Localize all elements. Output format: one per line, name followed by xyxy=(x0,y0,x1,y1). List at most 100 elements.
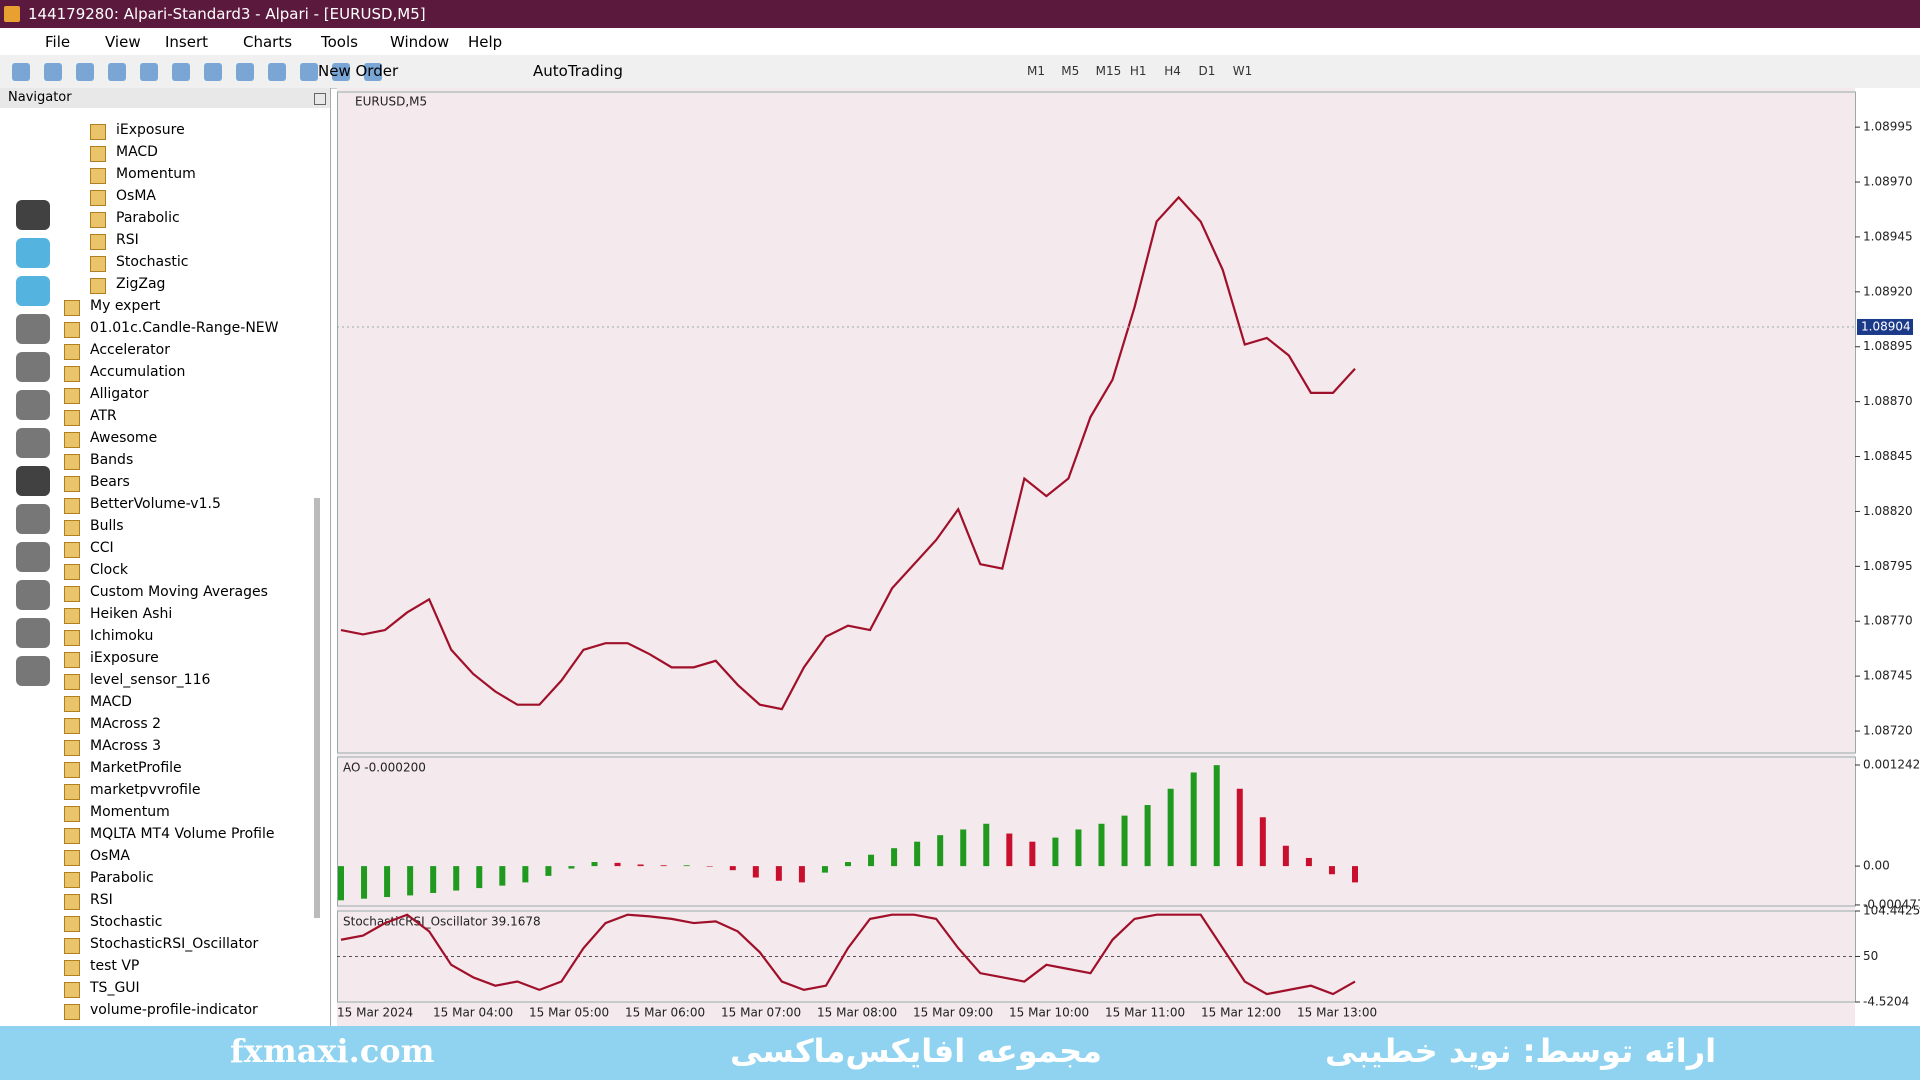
new-order-button[interactable]: New Order xyxy=(318,62,399,80)
x-tick-label: 15 Mar 10:00 xyxy=(1009,1006,1089,1020)
timeframe-button[interactable]: H4 xyxy=(1164,64,1181,78)
tool-icon[interactable] xyxy=(16,200,50,230)
ao-bar xyxy=(338,866,344,901)
navigator-item[interactable]: Bands xyxy=(90,452,134,468)
navigator-item[interactable]: StochasticRSI_Oscillator xyxy=(90,936,259,952)
navigator-item[interactable]: iExposure xyxy=(90,650,159,666)
toolbar-icon[interactable] xyxy=(332,63,350,81)
navigator-item[interactable]: My expert xyxy=(90,298,161,314)
navigator-item[interactable]: Clock xyxy=(90,562,129,578)
tool-icon[interactable] xyxy=(16,504,50,534)
indicator-icon xyxy=(64,454,80,470)
tool-icon[interactable] xyxy=(16,238,50,268)
navigator-item[interactable]: OsMA xyxy=(90,848,130,864)
navigator-item[interactable]: MACD xyxy=(116,144,158,160)
menu-item[interactable]: Window xyxy=(390,33,450,51)
indicator-icon xyxy=(90,168,106,184)
toolbar-icon[interactable] xyxy=(204,63,222,81)
navigator-item[interactable]: Ichimoku xyxy=(90,628,154,644)
navigator-item[interactable]: Parabolic xyxy=(116,210,180,226)
tool-icon[interactable] xyxy=(16,542,50,572)
navigator-item[interactable]: Stochastic xyxy=(116,254,189,270)
y-tick-label: 1.08845 xyxy=(1863,449,1913,463)
navigator-item[interactable]: Accelerator xyxy=(90,342,170,358)
ao-bar xyxy=(914,841,921,867)
y-tick-label: 1.08770 xyxy=(1863,614,1913,628)
toolbar-icon[interactable] xyxy=(76,63,94,81)
toolbar-icon[interactable] xyxy=(268,63,286,81)
navigator-item[interactable]: test VP xyxy=(90,958,140,974)
indicator-icon xyxy=(64,1004,80,1020)
navigator-item[interactable]: Momentum xyxy=(116,166,196,182)
navigator-item[interactable]: ATR xyxy=(90,408,117,424)
navigator-item[interactable]: iExposure xyxy=(116,122,185,138)
menu-item[interactable]: Charts xyxy=(243,33,293,51)
ao-bar xyxy=(1305,857,1312,867)
toolbar-icon[interactable] xyxy=(44,63,62,81)
navigator-item[interactable]: Stochastic xyxy=(90,914,163,930)
menu-item[interactable]: Insert xyxy=(165,33,209,51)
toolbar-icon[interactable] xyxy=(364,63,382,81)
timeframe-button[interactable]: M5 xyxy=(1061,64,1080,78)
navigator-item[interactable]: Awesome xyxy=(90,430,158,446)
timeframe-button[interactable]: M1 xyxy=(1027,64,1045,78)
navigator-item[interactable]: volume-profile-indicator xyxy=(90,1002,258,1018)
tool-icon[interactable] xyxy=(16,466,50,496)
navigator-item[interactable]: CCI xyxy=(90,540,114,556)
menu-item[interactable]: View xyxy=(105,33,141,51)
navigator-item[interactable]: Custom Moving Averages xyxy=(90,584,268,600)
menu-item[interactable]: File xyxy=(45,33,71,51)
navigator-item[interactable]: Heiken Ashi xyxy=(90,606,173,622)
navigator-item[interactable]: MarketProfile xyxy=(90,760,182,776)
navigator-item[interactable]: Bears xyxy=(90,474,130,490)
navigator-item[interactable]: 01.01c.Candle-Range-NEW xyxy=(90,320,279,336)
navigator-item[interactable]: Momentum xyxy=(90,804,170,820)
navigator-item[interactable]: ZigZag xyxy=(116,276,166,292)
navigator-item[interactable]: TS_GUI xyxy=(90,980,140,996)
toolbar-icon[interactable] xyxy=(12,63,30,81)
toolbar-icon[interactable] xyxy=(300,63,318,81)
navigator-item[interactable]: BetterVolume-v1.5 xyxy=(90,496,221,512)
navigator-item[interactable]: MQLTA MT4 Volume Profile xyxy=(90,826,275,842)
navigator-item[interactable]: level_sensor_116 xyxy=(90,672,211,688)
indicator-icon xyxy=(64,564,80,580)
tool-icon[interactable] xyxy=(16,276,50,306)
navigator-item[interactable]: Accumulation xyxy=(90,364,186,380)
tool-icon[interactable] xyxy=(16,352,50,382)
navigator-item[interactable]: Bulls xyxy=(90,518,124,534)
navigator-item[interactable]: Alligator xyxy=(90,386,149,402)
timeframe-button[interactable]: D1 xyxy=(1198,64,1216,78)
tool-icon[interactable] xyxy=(16,618,50,648)
toolbar-icon[interactable] xyxy=(236,63,254,81)
y-tick-label: 1.08995 xyxy=(1863,120,1913,134)
tool-icon[interactable] xyxy=(16,314,50,344)
toolbar-icon[interactable] xyxy=(108,63,126,81)
indicator-icon xyxy=(64,938,80,954)
close-button[interactable] xyxy=(314,93,326,105)
navigator-item[interactable]: RSI xyxy=(90,892,113,908)
navigator-item[interactable]: MACD xyxy=(90,694,132,710)
auto-trading-button[interactable]: AutoTrading xyxy=(533,62,623,80)
toolbar-icon[interactable] xyxy=(172,63,190,81)
ao-bar xyxy=(568,866,575,869)
menu-item[interactable]: Help xyxy=(468,33,503,51)
y-tick-label: 0.001242 xyxy=(1863,757,1920,771)
indicator-icon xyxy=(64,520,80,536)
navigator-item[interactable]: marketpvvrofile xyxy=(90,782,201,798)
timeframe-button[interactable]: H1 xyxy=(1129,64,1147,78)
timeframe-button[interactable]: M15 xyxy=(1095,64,1122,78)
tool-icon[interactable] xyxy=(16,390,50,420)
navigator-item[interactable]: RSI xyxy=(116,232,139,248)
timeframe-button[interactable]: W1 xyxy=(1232,64,1253,78)
navigator-item[interactable]: MAcross 3 xyxy=(90,738,162,754)
toolbar-icon[interactable] xyxy=(140,63,158,81)
tool-icon[interactable] xyxy=(16,428,50,458)
ao-bar xyxy=(845,862,851,867)
navigator-item[interactable]: OsMA xyxy=(116,188,156,204)
tool-icon[interactable] xyxy=(16,580,50,610)
navigator-item[interactable]: Parabolic xyxy=(90,870,154,886)
navigator-title: Navigator xyxy=(8,90,72,105)
navigator-item[interactable]: MAcross 2 xyxy=(90,716,162,732)
tool-icon[interactable] xyxy=(16,656,50,686)
menu-item[interactable]: Tools xyxy=(321,33,358,51)
